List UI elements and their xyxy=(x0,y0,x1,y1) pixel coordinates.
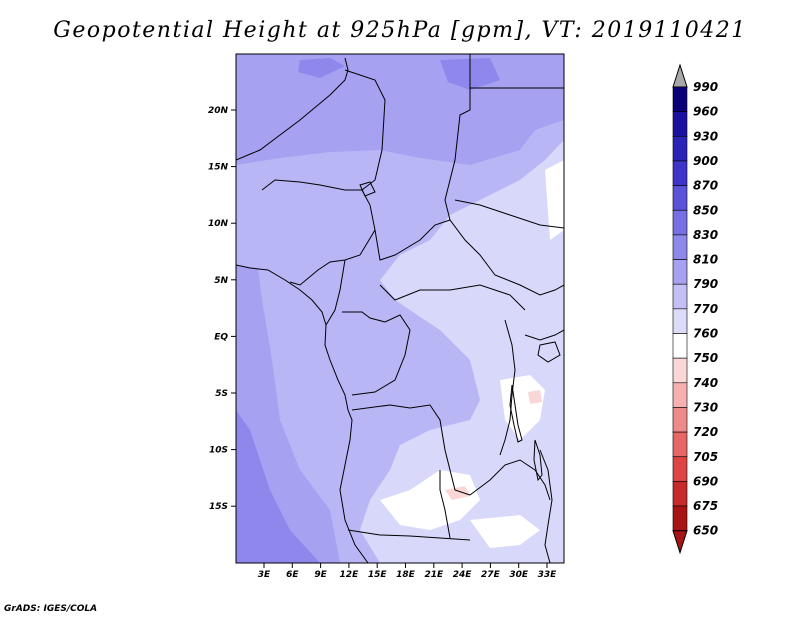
lon-tick-label: 27E xyxy=(481,570,501,580)
colorbar-label: 730 xyxy=(693,400,718,414)
lon-tick-label: 6E xyxy=(286,570,299,580)
colorbar-label: 830 xyxy=(693,228,718,242)
colorbar-swatch xyxy=(672,234,688,260)
lon-tick-label: 24E xyxy=(453,570,473,580)
border-niger-chad xyxy=(344,69,386,191)
colorbar-label: 650 xyxy=(693,524,718,538)
border-drc-east xyxy=(499,319,516,456)
lon-tick-label: 15E xyxy=(368,570,388,580)
lat-tick-label: 5N xyxy=(214,276,228,286)
colorbar-swatch xyxy=(672,283,688,310)
field-region-sw-corner xyxy=(236,520,290,563)
colorbar-label: 690 xyxy=(693,474,718,488)
coastline-west-africa xyxy=(236,264,369,563)
colorbar: 990 960 930 900 870 850 830 810 790 770 760 750 740 7… xyxy=(672,63,718,555)
colorbar-swatch xyxy=(672,209,688,236)
border-sudan-south xyxy=(454,199,564,229)
colorbar-label: 850 xyxy=(693,203,718,217)
colorbar-bottom-arrow xyxy=(672,530,688,555)
colorbar-label: 770 xyxy=(693,302,718,316)
colorbar-swatch xyxy=(672,333,688,359)
lat-tick-label: 10N xyxy=(208,219,229,229)
field-region-congo-basin xyxy=(395,330,470,410)
colorbar-label: 810 xyxy=(693,253,718,267)
colorbar-label: 675 xyxy=(693,499,718,513)
lake-victoria xyxy=(537,341,561,363)
lake-malawi xyxy=(533,439,543,482)
colorbar-label: 930 xyxy=(693,129,718,143)
lat-tick-label: 5S xyxy=(215,389,228,399)
colorbar-swatch xyxy=(672,357,688,384)
colorbar-label: 990 xyxy=(693,80,718,94)
field-region-north xyxy=(236,54,564,165)
lon-tick-label: 18E xyxy=(396,570,416,580)
longitude-axis: 3E 6E 9E 12E 15E 18E 21E 24E 27E 30E 33E xyxy=(258,563,557,580)
colorbar-label: 960 xyxy=(693,105,718,119)
lat-tick-label: 20N xyxy=(208,106,229,116)
field-region-white-south xyxy=(380,470,480,530)
field-region-pink-2 xyxy=(528,390,542,404)
border-angola-zambia xyxy=(439,470,451,539)
lon-tick-label: 33E xyxy=(538,570,558,580)
map-frame xyxy=(235,53,565,564)
border-car-drc xyxy=(379,284,526,311)
border-zambia-east xyxy=(469,459,551,501)
colorbar-swatch xyxy=(672,481,688,507)
border-drc-angola xyxy=(351,404,471,496)
grads-credit: GrADS: IGES/COLA xyxy=(4,604,98,614)
border-cameroon xyxy=(325,259,346,326)
colorbar-label: 790 xyxy=(693,277,718,291)
field-region-pink-1 xyxy=(445,486,470,500)
height-field xyxy=(236,54,564,563)
colorbar-swatch xyxy=(672,431,688,458)
colorbar-swatch xyxy=(672,86,688,112)
border-mozambique xyxy=(539,449,553,563)
colorbar-swatch xyxy=(672,407,688,433)
lon-tick-label: 30E xyxy=(509,570,529,580)
lat-tick-label: 15S xyxy=(209,502,228,512)
latitude-axis: 20N 15N 10N 5N EQ 5S 10S 15S xyxy=(208,106,236,512)
page-title: Geopotential Height at 925hPa [gpm], VT:… xyxy=(53,18,747,43)
colorbar-swatch xyxy=(672,111,688,137)
colorbar-label: 870 xyxy=(693,179,718,193)
border-nigeria xyxy=(261,179,376,286)
field-region-north-patch xyxy=(298,58,345,78)
lon-tick-label: 21E xyxy=(424,570,444,580)
field-region-east-basin xyxy=(360,140,564,563)
colorbar-swatch xyxy=(672,505,688,531)
colorbar-label: 750 xyxy=(693,351,718,365)
field-region-white-n xyxy=(545,160,564,240)
colorbar-swatch xyxy=(672,382,688,408)
colorbar-swatch xyxy=(672,136,688,162)
colorbar-swatch xyxy=(672,185,688,211)
border-sahel xyxy=(236,57,349,161)
colorbar-top-arrow xyxy=(672,63,688,88)
colorbar-swatch xyxy=(672,259,688,285)
colorbar-label: 705 xyxy=(693,450,718,464)
lake-tanganyika xyxy=(509,384,523,443)
colorbar-label: 720 xyxy=(693,425,718,439)
border-angola-south xyxy=(347,529,471,541)
lon-tick-label: 9E xyxy=(314,570,327,580)
colorbar-label: 900 xyxy=(693,154,718,168)
lake-chad xyxy=(359,181,376,197)
colorbar-label: 740 xyxy=(693,376,718,390)
border-chad-car xyxy=(374,219,564,296)
lat-tick-label: EQ xyxy=(214,332,228,342)
border-tanzania xyxy=(524,329,564,341)
border-congo xyxy=(342,311,411,396)
lon-tick-label: 3E xyxy=(258,570,271,580)
border-libya-sudan xyxy=(444,54,471,221)
lat-tick-label: 15N xyxy=(208,163,229,173)
field-region-west-edge xyxy=(236,410,320,563)
lon-tick-label: 12E xyxy=(340,570,360,580)
political-borders xyxy=(236,54,564,563)
colorbar-swatch xyxy=(672,308,688,334)
colorbar-swatch xyxy=(672,456,688,482)
colorbar-label: 760 xyxy=(693,327,718,341)
field-region-white-se xyxy=(470,515,540,548)
colorbar-swatch xyxy=(672,160,688,186)
lat-tick-label: 10S xyxy=(209,446,228,456)
